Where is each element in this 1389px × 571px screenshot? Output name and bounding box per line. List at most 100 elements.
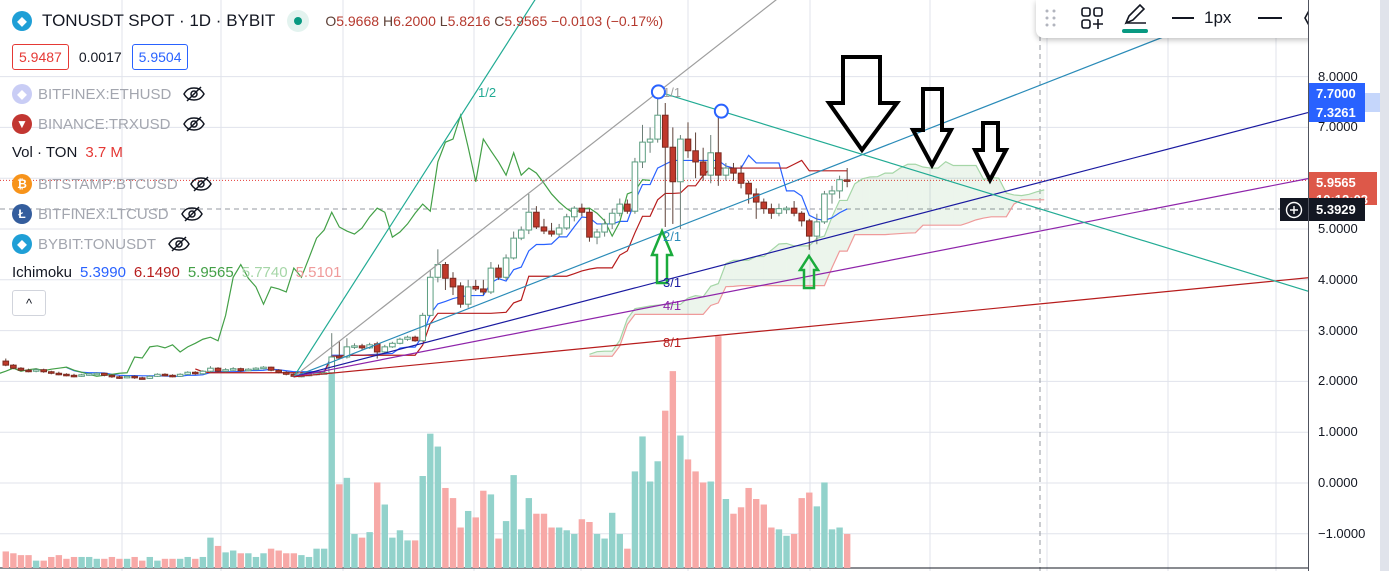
candle-body-down: [661, 114, 669, 148]
candle-body-down: [138, 377, 146, 380]
buy-button[interactable]: 5.9504: [131, 44, 189, 70]
add-to-favorites-icon[interactable]: [1080, 6, 1104, 30]
gann-fan-line[interactable]: [293, 277, 1309, 378]
volume-bar: [199, 556, 207, 568]
candle: [40, 368, 47, 373]
candle: [282, 371, 290, 376]
volume-bar: [518, 529, 525, 568]
candle: [472, 279, 480, 291]
sell-button[interactable]: 5.9487: [12, 44, 69, 70]
candle: [624, 199, 631, 214]
gann-fan-line[interactable]: [293, 0, 1308, 378]
cloud-segment: [687, 295, 696, 315]
price-axis[interactable]: 8.0000 7.0000 5.0000 4.0000 3.0000 2.0000 1.00…: [1308, 0, 1383, 571]
candle-body-up: [32, 369, 40, 372]
gann-fan-line[interactable]: [293, 0, 1308, 378]
symbol-title[interactable]: TONUSDT SPOT · 1D · BYBIT: [42, 11, 276, 30]
drag-handle-icon[interactable]: [1044, 8, 1058, 28]
cloud-segment: [627, 308, 635, 325]
candle-body-up: [229, 368, 237, 371]
drawings[interactable]: [293, 0, 1309, 378]
volume-legend[interactable]: Vol · TON 3.7 M: [12, 144, 123, 161]
overlay-symbol-bitstamp-btcusd[interactable]: ₿ BITSTAMP:BTCUSD: [12, 174, 212, 194]
trend-line[interactable]: [658, 91, 1309, 292]
overlay-symbol-bitfinex-ltcusd[interactable]: Ł BITFINEX:LTCUSD: [12, 204, 203, 224]
volume-bar: [70, 556, 78, 568]
volume-bar: [328, 356, 335, 568]
volume-bar: [836, 527, 843, 568]
candle-body-up: [146, 375, 154, 379]
volume-bar: [139, 560, 146, 568]
volume-bar: [374, 482, 381, 568]
trend-line-handle[interactable]: [713, 103, 729, 119]
eye-hidden-icon[interactable]: [189, 176, 212, 192]
price-tick: 5.0000: [1318, 221, 1358, 236]
volume-bar: [40, 560, 47, 568]
volume-bar: [449, 498, 457, 568]
ichimoku-legend[interactable]: Ichimoku 5.3990 6.1490 5.9565 5.7740 5.5101: [12, 264, 357, 281]
candle: [449, 272, 457, 296]
eye-hidden-icon[interactable]: [182, 116, 205, 132]
overlay-symbol-bitfinex-ethusd[interactable]: ◆ BITFINEX:ETHUSD: [12, 84, 206, 104]
line-style-icon[interactable]: [1258, 17, 1282, 19]
cloud-segment: [960, 165, 969, 226]
down-arrow-2[interactable]: [909, 87, 955, 170]
volume-bar: [631, 471, 639, 568]
gann-fan-line[interactable]: [293, 178, 1309, 378]
cloud-segment: [741, 260, 749, 286]
gann-fan-line[interactable]: [293, 0, 1308, 378]
down-arrow-3[interactable]: [971, 121, 1010, 185]
candle: [154, 373, 161, 377]
pencil-color-icon[interactable]: [1122, 3, 1148, 33]
volume-bar: [548, 527, 555, 568]
cloud-segment: [892, 168, 901, 235]
candle-body-down: [768, 208, 775, 214]
overlay-label: BYBIT:TONUSDT: [38, 235, 157, 253]
price-tick: −1.0000: [1318, 525, 1366, 541]
candle: [715, 107, 722, 186]
cloud-segment: [968, 165, 977, 223]
candle-body-down: [752, 193, 760, 203]
scrollbar[interactable]: [1380, 0, 1389, 571]
cloud-segment: [763, 250, 772, 286]
candle: [351, 343, 358, 349]
line-width-button[interactable]: 1px: [1172, 8, 1231, 28]
volume-bar: [616, 533, 623, 568]
candle: [593, 229, 601, 245]
volume-bar: [154, 560, 161, 568]
cloud-segment: [733, 260, 742, 287]
candle: [601, 218, 608, 237]
cloud-segment: [725, 260, 734, 287]
volume-bar: [85, 556, 93, 568]
low-value: 5.8216: [447, 13, 491, 29]
volume-bar: [699, 482, 707, 568]
add-order-plus-icon[interactable]: [1280, 198, 1308, 221]
eye-hidden-icon[interactable]: [168, 236, 190, 252]
candle: [101, 372, 108, 377]
eye-hidden-icon[interactable]: [183, 86, 206, 102]
up-arrow-1[interactable]: [650, 227, 674, 285]
market-status-icon[interactable]: [287, 10, 310, 32]
volume-bar: [571, 533, 578, 568]
gann-label: 2/1: [663, 229, 682, 244]
candle: [55, 371, 63, 376]
trend-line-handle[interactable]: [650, 84, 666, 100]
gann-fan-line[interactable]: [293, 112, 1309, 378]
collapse-legend-button[interactable]: ^: [12, 290, 46, 316]
overlay-symbol-binance-trxusd[interactable]: ▼ BINANCE:TRXUSD: [12, 114, 205, 134]
overlay-symbol-bybit-tonusdt[interactable]: ◆ BYBIT:TONUSDT: [12, 234, 190, 254]
candle-body-up: [828, 190, 836, 195]
up-arrow-2[interactable]: [797, 253, 821, 290]
overlay-label: BITSTAMP:BTCUSD: [38, 175, 178, 193]
candle-body-up: [252, 367, 260, 371]
eye-hidden-icon[interactable]: [180, 206, 203, 222]
candle: [184, 371, 192, 375]
volume-bar: [116, 558, 123, 568]
down-arrow-1[interactable]: [825, 55, 901, 154]
annotation-arrows[interactable]: [650, 55, 1010, 290]
ichimoku-value: 6.1490: [133, 264, 180, 281]
candle: [563, 213, 571, 231]
senkou-span-b-line: [589, 199, 1045, 357]
candle-body-down: [715, 152, 722, 176]
